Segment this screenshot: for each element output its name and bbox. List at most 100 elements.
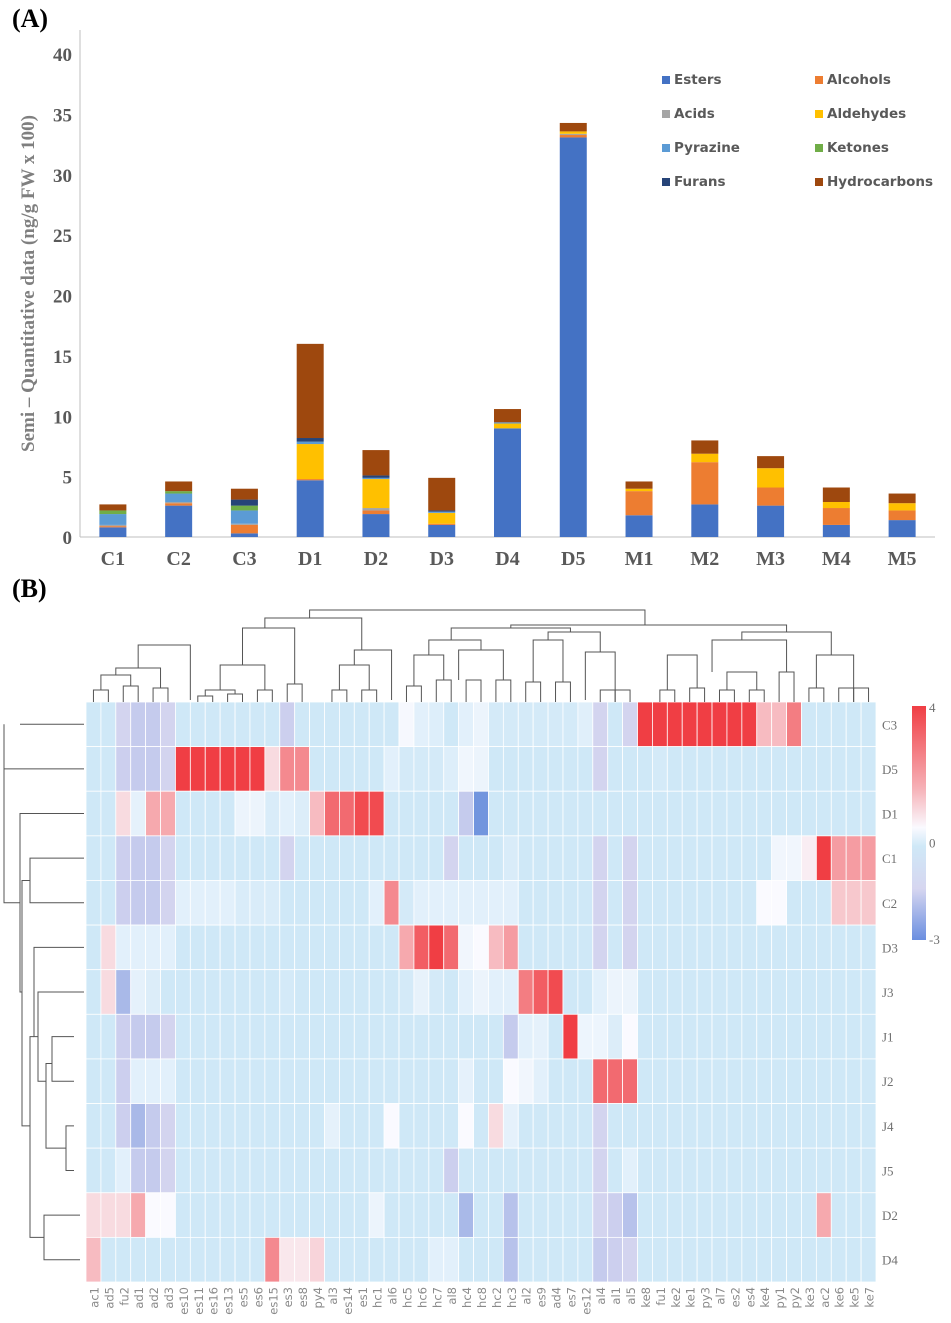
- heatmap-cell-j3-py1: [771, 969, 787, 1015]
- legend-swatch-aldehydes: [815, 110, 823, 118]
- heatmap-cell-d1-ke4: [756, 790, 773, 837]
- heatmap-cell-d4-al1: [607, 1236, 624, 1283]
- bar-segment-esters-m5: [888, 520, 916, 537]
- heatmap-cell-j2-al2: [517, 1058, 534, 1104]
- heatmap-cell-d1-py3: [696, 790, 713, 837]
- heatmap-cell-d2-ke8: [637, 1192, 653, 1238]
- heatmap-cell-c2-py4: [309, 880, 325, 926]
- heatmap-cell-c1-al5: [622, 835, 638, 881]
- dendrogram-branch: [853, 687, 870, 702]
- heatmap-column-label: hc3: [505, 1287, 519, 1308]
- heatmap-column-label: ke5: [848, 1287, 862, 1308]
- heatmap-cell-d2-es13: [219, 1192, 236, 1238]
- heatmap-cell-c3-hc8: [473, 701, 489, 748]
- heatmap-cell-j3-ad2: [145, 969, 161, 1015]
- bar-segment-aldehydes-m3: [757, 468, 785, 488]
- y-tick-label: 5: [63, 468, 73, 489]
- heatmap-cell-j3-fu2: [115, 969, 132, 1015]
- heatmap-column-label: es12: [579, 1287, 593, 1315]
- bar-segment-alcohols-c1: [99, 526, 127, 528]
- heatmap-cell-j3-ad4: [547, 969, 564, 1015]
- heatmap-cell-c1-ac1: [85, 835, 102, 881]
- bar-segment-ketones-c2: [165, 491, 193, 494]
- bar-segment-pyrazine-c2: [165, 493, 193, 502]
- heatmap-cell-d1-ke2: [666, 790, 683, 837]
- heatmap-cell-d1-ad1: [130, 790, 147, 837]
- bar-segment-esters-d2: [362, 514, 390, 537]
- heatmap-cell-j3-ad5: [100, 969, 117, 1015]
- heatmap-cell-c1-es6: [249, 835, 266, 881]
- heatmap-cell-d4-es5: [234, 1236, 251, 1283]
- heatmap-cell-d4-hc2: [488, 1236, 504, 1283]
- dendrogram-branch: [659, 689, 676, 702]
- heatmap-cell-j5-es1: [353, 1147, 370, 1194]
- heatmap-cell-d5-fu1: [652, 746, 668, 792]
- heatmap-cell-j1-al3: [324, 1013, 340, 1060]
- heatmap-cell-d4-es13: [219, 1236, 236, 1283]
- heatmap-cell-c1-py4: [309, 835, 325, 881]
- heatmap-cell-d4-es2: [726, 1236, 743, 1283]
- heatmap-row-label: J2: [882, 1074, 894, 1089]
- heatmap-cell-c2-al6: [383, 880, 400, 926]
- heatmap-cell-d1-es11: [189, 790, 206, 837]
- heatmap-cell-j5-es16: [204, 1147, 221, 1194]
- heatmap-cell-d4-fu2: [115, 1236, 132, 1283]
- heatmap-cell-c1-ad4: [547, 835, 564, 881]
- heatmap-cell-d5-ke7: [860, 746, 877, 792]
- bar-segment-hydrocarbons-c1: [99, 504, 127, 511]
- heatmap-cell-d2-fu2: [115, 1192, 132, 1238]
- dendrogram-branch: [197, 695, 214, 702]
- heatmap-cell-d1-hc2: [488, 790, 504, 837]
- heatmap-cell-j5-ad3: [160, 1147, 176, 1194]
- heatmap-cell-j2-ad3: [160, 1058, 176, 1104]
- heatmap-cell-j5-ke1: [681, 1147, 698, 1194]
- heatmap-cell-d1-es9: [532, 790, 549, 837]
- heatmap-cell-d3-ke5: [845, 924, 862, 971]
- heatmap-cell-c2-py3: [696, 880, 713, 926]
- heatmap-cell-d5-hc2: [488, 746, 504, 792]
- heatmap-column-label: hc7: [430, 1287, 444, 1308]
- heatmap-cell-d4-al2: [517, 1236, 534, 1283]
- heatmap-cell-j5-ad2: [145, 1147, 161, 1194]
- heatmap-cell-d1-es4: [741, 790, 758, 837]
- heatmap-cell-c1-es1: [353, 835, 370, 881]
- heatmap-cell-d1-ad4: [547, 790, 564, 837]
- heatmap-cell-d2-ke3: [801, 1192, 817, 1238]
- heatmap-cell-j1-ke8: [637, 1013, 653, 1060]
- heatmap-column-label: al3: [326, 1287, 340, 1305]
- heatmap-cell-c1-ke5: [845, 835, 862, 881]
- bar-segment-pyrazine-d3: [428, 511, 456, 513]
- heatmap-cell-j4-al6: [383, 1103, 400, 1149]
- heatmap-cell-c1-py1: [771, 835, 787, 881]
- y-tick-label: 25: [53, 226, 72, 247]
- heatmap-cell-d4-al4: [592, 1236, 609, 1283]
- heatmap-column-label: al7: [713, 1287, 727, 1305]
- heatmap-cell-j5-hc5: [398, 1147, 415, 1194]
- bar-segment-acids-c2: [165, 501, 193, 504]
- bar-segment-hydrocarbons-d3: [428, 477, 456, 511]
- heatmap-column-label: hc8: [475, 1287, 489, 1308]
- heatmap-cell-j4-py1: [771, 1103, 787, 1149]
- bar-segment-esters-m3: [757, 505, 785, 537]
- heatmap-cell-j5-al2: [517, 1147, 534, 1194]
- heatmap-cell-d3-al7: [711, 924, 728, 971]
- heatmap-cell-j3-es3: [279, 969, 296, 1015]
- heatmap-cell-j2-ke5: [845, 1058, 862, 1104]
- dendrogram-branch: [555, 681, 571, 702]
- heatmap-cell-j1-py3: [696, 1013, 713, 1060]
- heatmap-cell-d3-ke2: [666, 924, 683, 971]
- heatmap-cell-j1-ad5: [100, 1013, 117, 1060]
- heatmap-cell-j3-al1: [607, 969, 624, 1015]
- dendrogram-branch: [227, 693, 244, 702]
- legend-label-acids: Acids: [674, 106, 715, 122]
- heatmap-cell-j5-es15: [264, 1147, 281, 1194]
- heatmap-cell-d2-es7: [562, 1192, 579, 1238]
- heatmap-column-label: es11: [192, 1287, 206, 1315]
- heatmap-cell-d1-hc1: [368, 790, 385, 837]
- heatmap-cell-j4-ke6: [830, 1103, 847, 1149]
- heatmap-cell-d2-hc6: [413, 1192, 430, 1238]
- heatmap-column-label: py1: [773, 1287, 787, 1308]
- heatmap-cell-c2-hc6: [413, 880, 430, 926]
- dendrogram-branch: [33, 946, 84, 1038]
- heatmap-cell-j1-ad1: [130, 1013, 147, 1060]
